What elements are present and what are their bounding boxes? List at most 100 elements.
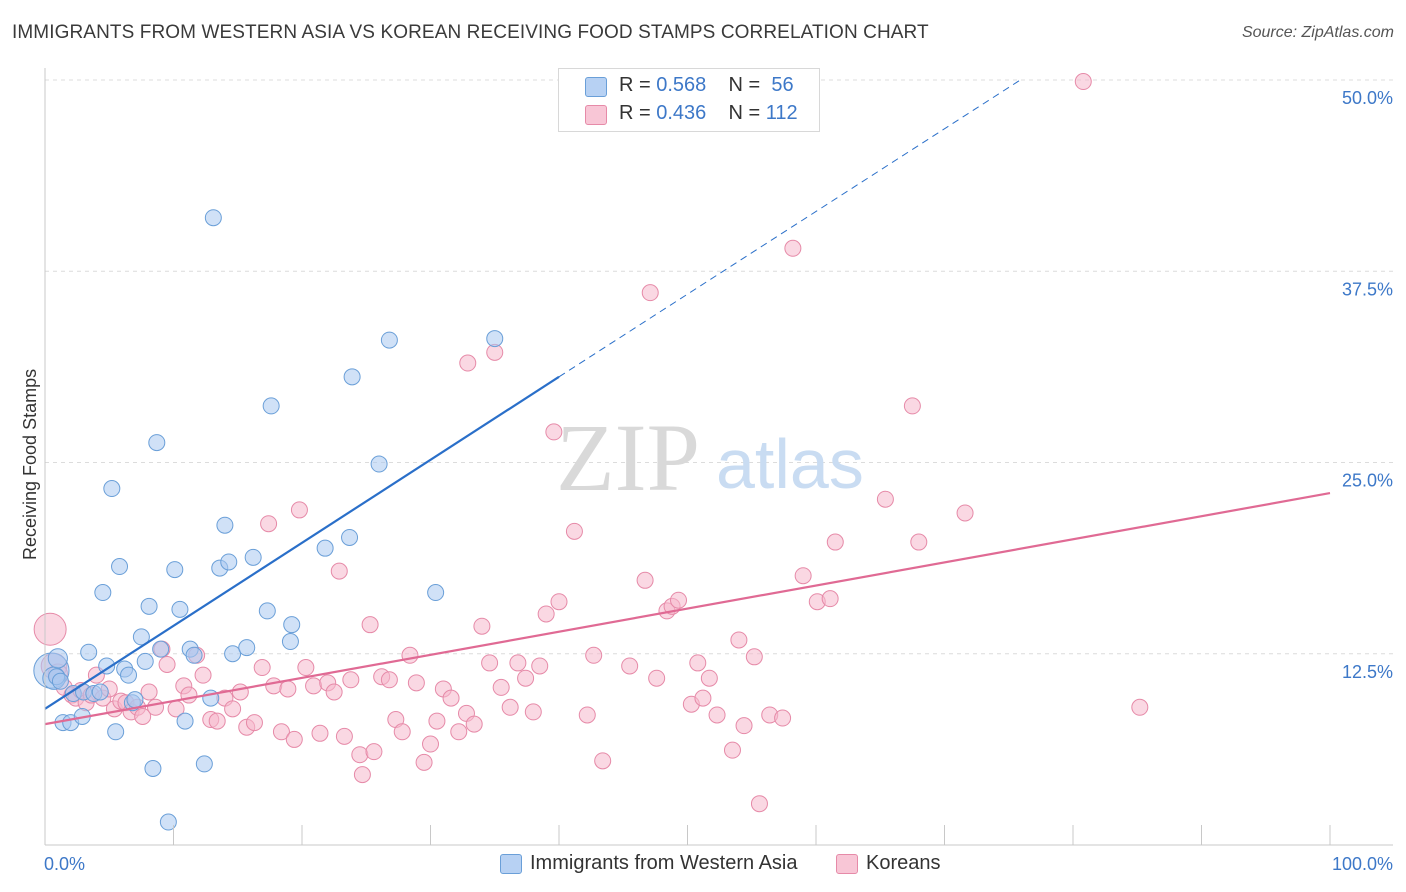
point-koreans	[501, 698, 519, 716]
y-axis-label: Receiving Food Stamps	[20, 368, 40, 560]
n-value: 56	[771, 74, 794, 96]
point-koreans	[531, 657, 549, 675]
x-tick-label-max: 100.0%	[1332, 854, 1393, 874]
point-koreans	[208, 712, 226, 730]
point-koreans	[140, 683, 158, 701]
point-koreans	[245, 714, 263, 732]
legend-swatch-koreans	[836, 854, 858, 874]
point-koreans	[565, 522, 583, 540]
point-koreans	[745, 648, 763, 666]
point-koreans	[311, 724, 329, 742]
point-koreans	[723, 741, 741, 759]
legend-label-koreans: Koreans	[866, 852, 941, 874]
points-layer	[33, 73, 1149, 831]
watermark-zip: ZIP	[556, 404, 700, 511]
point-western-asia	[111, 558, 129, 576]
point-koreans	[335, 727, 353, 745]
stats-legend: R = 0.568 N = 56 R = 0.436 N = 112	[558, 68, 820, 132]
point-koreans	[180, 686, 198, 704]
point-koreans	[578, 706, 596, 724]
point-western-asia	[166, 561, 184, 579]
point-koreans	[260, 515, 278, 533]
point-koreans	[821, 590, 839, 608]
point-western-asia	[220, 553, 238, 571]
y-tick-label: 25.0%	[1342, 471, 1393, 491]
point-western-asia	[185, 646, 203, 664]
watermark-atlas: atlas	[716, 425, 864, 503]
point-western-asia	[120, 666, 138, 684]
point-koreans	[826, 533, 844, 551]
point-western-asia	[204, 209, 222, 227]
point-western-asia	[94, 584, 112, 602]
point-koreans	[297, 659, 315, 677]
point-koreans	[33, 612, 67, 646]
point-koreans	[774, 709, 792, 727]
point-koreans	[361, 616, 379, 634]
point-koreans	[342, 671, 360, 689]
point-western-asia	[427, 584, 445, 602]
point-koreans	[325, 683, 343, 701]
chart-title: IMMIGRANTS FROM WESTERN ASIA VS KOREAN R…	[12, 22, 929, 43]
point-western-asia	[47, 648, 68, 669]
legend-swatch-western-asia	[500, 854, 522, 874]
point-western-asia	[152, 640, 170, 658]
point-koreans	[253, 659, 271, 677]
point-western-asia	[51, 672, 69, 690]
y-tick-label: 12.5%	[1342, 662, 1393, 682]
r-value: 0.436	[656, 102, 707, 124]
point-koreans	[147, 698, 165, 716]
axis-layer: 12.5% 25.0% 37.5% 50.0% 0.0% 100.0%	[44, 68, 1393, 874]
trendline-western-asia	[44, 375, 560, 710]
point-koreans	[903, 397, 921, 415]
legend-label-western-asia: Immigrants from Western Asia	[530, 852, 798, 874]
point-koreans	[708, 706, 726, 724]
point-koreans	[305, 677, 323, 695]
swatch-western-asia	[585, 77, 607, 97]
point-koreans	[401, 646, 419, 664]
point-koreans	[158, 655, 176, 673]
point-koreans	[689, 654, 707, 672]
n-label: N =	[728, 74, 761, 96]
point-western-asia	[343, 368, 361, 386]
point-western-asia	[136, 652, 154, 670]
point-koreans	[442, 689, 460, 707]
point-koreans	[784, 239, 802, 257]
n-label: N =	[728, 102, 761, 124]
point-western-asia	[171, 600, 189, 618]
point-koreans	[621, 657, 639, 675]
point-western-asia	[140, 597, 158, 615]
point-western-asia	[103, 480, 121, 498]
point-western-asia	[80, 643, 98, 661]
point-koreans	[545, 423, 563, 441]
point-koreans	[134, 707, 152, 725]
point-koreans	[670, 591, 688, 609]
point-koreans	[407, 674, 425, 692]
y-tick-label: 37.5%	[1342, 279, 1393, 299]
point-western-asia	[176, 712, 194, 730]
point-koreans	[353, 766, 371, 784]
swatch-koreans	[585, 105, 607, 125]
r-label: R =	[619, 102, 651, 124]
point-koreans	[272, 723, 290, 741]
point-koreans	[594, 752, 612, 770]
r-label: R =	[619, 74, 651, 96]
point-koreans	[956, 504, 974, 522]
x-tick-label-min: 0.0%	[44, 854, 85, 874]
point-koreans	[351, 746, 369, 764]
trendline-koreans	[44, 492, 1331, 726]
point-koreans	[428, 712, 446, 730]
point-western-asia	[224, 645, 242, 663]
point-koreans	[524, 703, 542, 721]
point-koreans	[231, 683, 249, 701]
point-koreans	[365, 743, 383, 761]
point-western-asia	[195, 755, 213, 773]
point-koreans	[876, 490, 894, 508]
source-label: Source: ZipAtlas.com	[1241, 24, 1394, 41]
r-value: 0.568	[656, 74, 707, 96]
point-western-asia	[107, 723, 125, 741]
point-koreans	[585, 646, 603, 664]
point-western-asia	[144, 760, 162, 777]
point-koreans	[415, 753, 433, 771]
n-value: 112	[765, 102, 798, 124]
